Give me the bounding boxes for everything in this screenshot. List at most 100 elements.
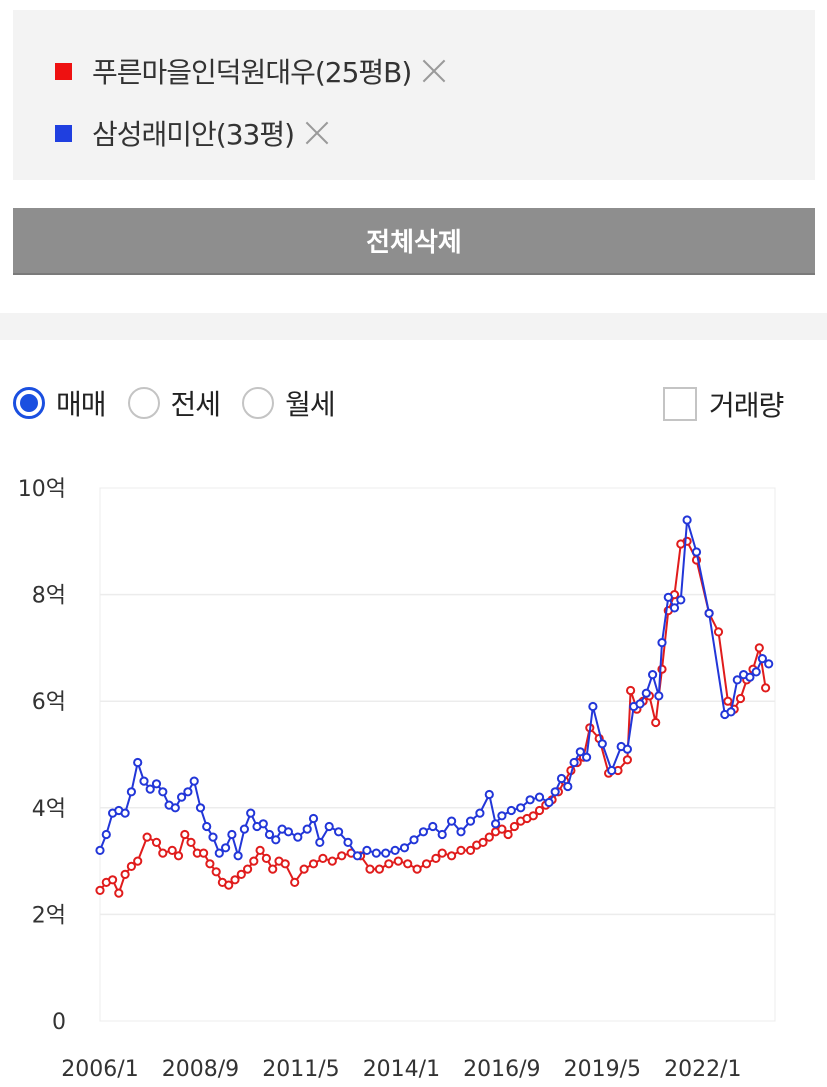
series-2-point [227,829,237,840]
series-2-point [497,811,507,821]
series-1-point [299,864,309,874]
series-1-point [173,851,184,861]
radio-button[interactable] [242,387,275,419]
series-1-point [403,859,413,869]
series-2-point [202,821,212,832]
series-2-point [622,744,633,754]
series-2-point [221,843,231,853]
section-divider [0,313,827,340]
deal-type-jeonse[interactable]: 전세 [127,383,222,423]
trade-volume-toggle[interactable]: 거래량 [663,384,784,424]
series-1-point [735,693,746,704]
series-1-point [133,856,143,866]
series-2-point [315,837,325,847]
series-2-point [145,784,155,794]
compare-item: 푸른마을인덕원대우(25평B) [55,51,447,91]
series-1-point [261,853,271,863]
series-2-point [484,789,494,800]
series-1-point [761,683,771,693]
series-1-point [528,811,538,821]
series-1-point [205,859,215,869]
radio-label: 전세 [170,388,222,421]
x-tick-label: 2022/1 [664,1057,741,1082]
series-1-point [243,864,253,874]
series-2-point [447,816,457,826]
series-2-point [641,688,651,698]
series-2-point [126,787,136,797]
trade-volume-checkbox[interactable] [663,387,697,421]
series-2-point [745,672,755,682]
series-2-point [371,848,381,858]
series-2-point [233,851,243,861]
series-1-point [626,685,636,696]
series-2-point [563,781,573,792]
series-2-point [418,827,428,837]
series-2-point [691,547,702,557]
series-color-swatch [55,62,72,80]
x-tick-label: 2011/5 [262,1057,339,1082]
series-2-point [607,765,617,776]
series-1-point [108,875,118,885]
series-1-point [713,627,724,637]
x-tick-label: 2019/5 [564,1057,641,1082]
compare-list: 푸른마을인덕원대우(25평B) 삼성래미안(33평) [13,10,815,180]
series-2-point [352,851,362,861]
series-2-point [428,821,438,832]
series-2-point [195,803,206,813]
series-2-point [682,515,692,525]
series-2-point [151,779,162,789]
series-2-point [575,747,585,757]
series-2-point [704,608,714,618]
series-2-point [170,803,180,813]
series-1-point [308,859,319,869]
series-2-point [101,829,111,840]
series-2-point [569,757,579,768]
series-2-point [597,739,607,749]
close-icon[interactable] [304,120,330,146]
series-2-point [635,699,645,709]
radio-label: 매매 [56,388,107,421]
deal-type-monthly[interactable]: 월세 [242,383,336,423]
series-1-point [723,696,733,706]
series-2-point [516,803,526,813]
series-2-point [158,787,168,797]
series-1-point [95,885,105,895]
series-2-point [177,792,187,802]
series-2-point [271,835,281,845]
series-2-point [751,667,761,677]
series-1-point [754,643,764,653]
series-2-point [258,819,268,829]
series-1-point [236,869,246,879]
series-2-point [556,773,567,784]
radio-button[interactable] [127,387,160,419]
radio-button[interactable] [13,387,45,419]
x-tick-label: 2014/1 [363,1057,440,1082]
series-1-point [509,821,520,832]
series-1-point [651,717,661,728]
radio-label: 월세 [285,388,336,421]
plot-area [99,487,776,1022]
series-2-point [732,675,742,685]
compare-item-label: 삼성래미안(33평) [92,118,295,151]
series-2-point [308,813,319,824]
deal-type-sale[interactable]: 매매 [13,383,107,423]
series-2-point [465,816,476,826]
series-color-swatch [55,124,72,142]
series-1-point [365,864,375,874]
series-2-point [283,827,293,837]
close-icon[interactable] [421,58,447,84]
series-1-point [447,851,457,861]
series-2-point [334,827,344,837]
series-1-point [211,867,221,877]
series-1-point [249,856,259,866]
series-2-point [657,638,667,648]
series-2-point [362,845,372,855]
series-2-point [525,795,535,805]
series-2-point [246,808,256,818]
series-2-point [409,835,419,845]
series-1-point [456,845,466,855]
series-2-point [302,824,312,834]
clear-all-button[interactable]: 전체삭제 [13,208,815,275]
series-1-point [337,851,347,861]
series-2-point [293,832,303,842]
